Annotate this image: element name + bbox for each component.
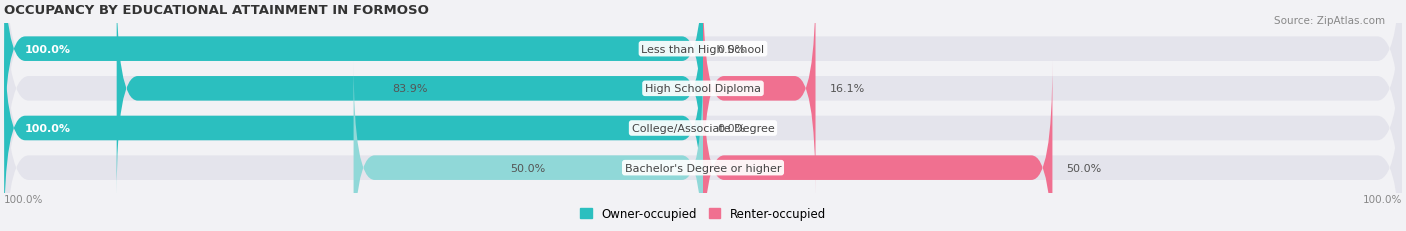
Text: 83.9%: 83.9% bbox=[392, 84, 427, 94]
Text: 100.0%: 100.0% bbox=[4, 194, 44, 204]
Text: Bachelor's Degree or higher: Bachelor's Degree or higher bbox=[624, 163, 782, 173]
Text: Source: ZipAtlas.com: Source: ZipAtlas.com bbox=[1274, 16, 1385, 26]
Text: College/Associate Degree: College/Associate Degree bbox=[631, 123, 775, 134]
Text: 50.0%: 50.0% bbox=[1066, 163, 1102, 173]
Text: 100.0%: 100.0% bbox=[1362, 194, 1402, 204]
FancyBboxPatch shape bbox=[4, 3, 1402, 231]
Text: 100.0%: 100.0% bbox=[25, 45, 72, 55]
FancyBboxPatch shape bbox=[703, 0, 815, 195]
Text: 100.0%: 100.0% bbox=[25, 123, 72, 134]
Text: 0.0%: 0.0% bbox=[717, 45, 745, 55]
FancyBboxPatch shape bbox=[703, 62, 1053, 231]
Text: 16.1%: 16.1% bbox=[830, 84, 865, 94]
FancyBboxPatch shape bbox=[4, 42, 1402, 231]
FancyBboxPatch shape bbox=[4, 0, 1402, 175]
FancyBboxPatch shape bbox=[4, 0, 1402, 215]
Legend: Owner-occupied, Renter-occupied: Owner-occupied, Renter-occupied bbox=[575, 203, 831, 225]
FancyBboxPatch shape bbox=[117, 0, 703, 195]
Text: 50.0%: 50.0% bbox=[510, 163, 546, 173]
Text: High School Diploma: High School Diploma bbox=[645, 84, 761, 94]
FancyBboxPatch shape bbox=[353, 62, 703, 231]
Text: OCCUPANCY BY EDUCATIONAL ATTAINMENT IN FORMOSO: OCCUPANCY BY EDUCATIONAL ATTAINMENT IN F… bbox=[4, 4, 429, 17]
Text: Less than High School: Less than High School bbox=[641, 45, 765, 55]
FancyBboxPatch shape bbox=[4, 22, 703, 231]
Text: 0.0%: 0.0% bbox=[717, 123, 745, 134]
FancyBboxPatch shape bbox=[4, 0, 703, 156]
